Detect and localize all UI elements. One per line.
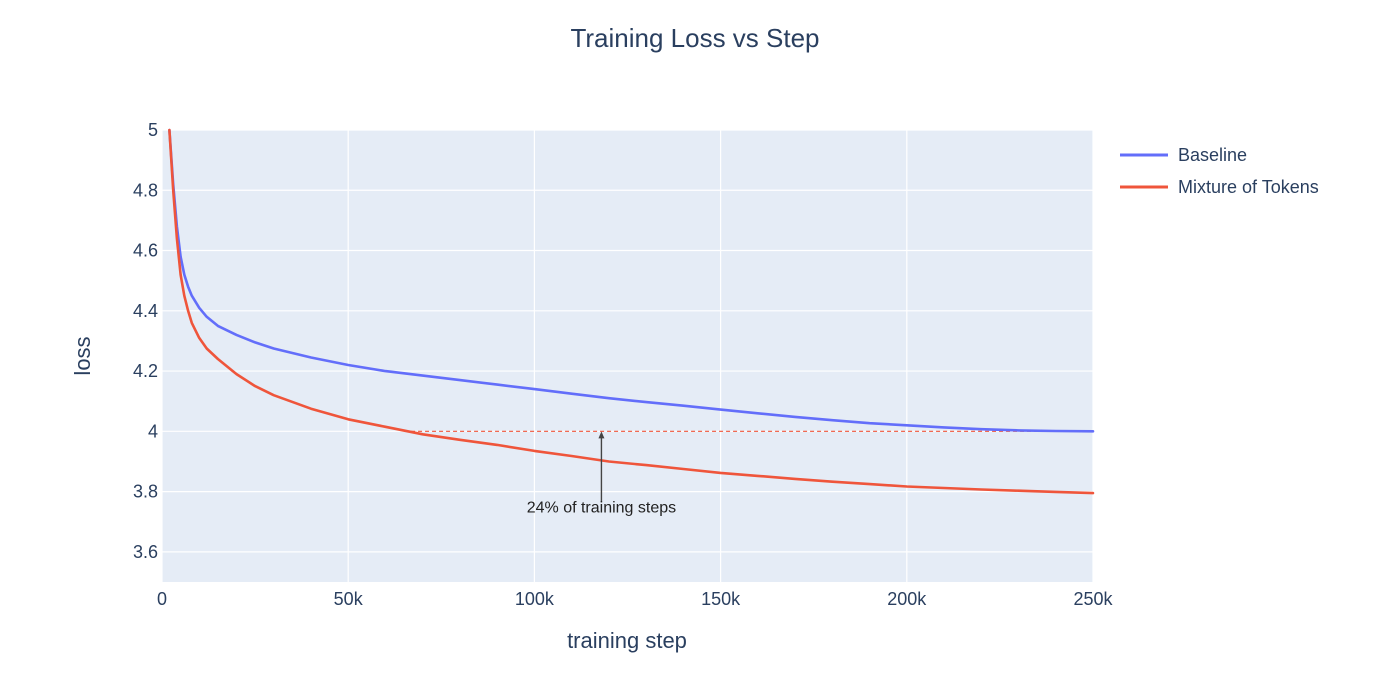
x-tick-label: 0 xyxy=(157,589,167,609)
x-tick-label: 200k xyxy=(887,589,927,609)
annotation-group: 24% of training steps xyxy=(527,431,676,517)
x-tick-label: 100k xyxy=(515,589,555,609)
y-axis-ticks: 3.6 3.8 4 4.2 4.4 4.6 4.8 5 xyxy=(133,120,158,562)
y-axis-title: loss xyxy=(70,336,95,375)
annotation-arrow-head xyxy=(598,431,605,439)
y-tick-label: 3.6 xyxy=(133,542,158,562)
y-tick-label: 4.8 xyxy=(133,180,158,200)
y-tick-label: 4 xyxy=(148,421,158,441)
y-tick-label: 4.4 xyxy=(133,301,158,321)
legend-label: Baseline xyxy=(1178,145,1247,165)
x-tick-label: 150k xyxy=(701,589,741,609)
x-tick-label: 250k xyxy=(1073,589,1113,609)
annotation-label: 24% of training steps xyxy=(527,500,676,517)
legend-label: Mixture of Tokens xyxy=(1178,177,1319,197)
y-tick-label: 3.8 xyxy=(133,482,158,502)
y-tick-label: 4.6 xyxy=(133,241,158,261)
chart-title: Training Loss vs Step xyxy=(570,23,819,53)
series-line-0 xyxy=(168,128,1095,433)
legend[interactable]: Baseline Mixture of Tokens xyxy=(1120,145,1319,197)
x-tick-label: 50k xyxy=(334,589,364,609)
gridlines xyxy=(161,129,1094,582)
plot-area xyxy=(162,130,1093,582)
y-tick-label: 4.2 xyxy=(133,361,158,381)
x-axis-ticks: 0 50k 100k 150k 200k 250k xyxy=(157,589,1114,609)
legend-item[interactable]: Mixture of Tokens xyxy=(1120,177,1319,197)
legend-item[interactable]: Baseline xyxy=(1120,145,1247,165)
x-axis-title: training step xyxy=(567,628,687,653)
series-lines xyxy=(168,128,1095,495)
series-line-1 xyxy=(168,128,1095,495)
y-tick-label: 5 xyxy=(148,120,158,140)
